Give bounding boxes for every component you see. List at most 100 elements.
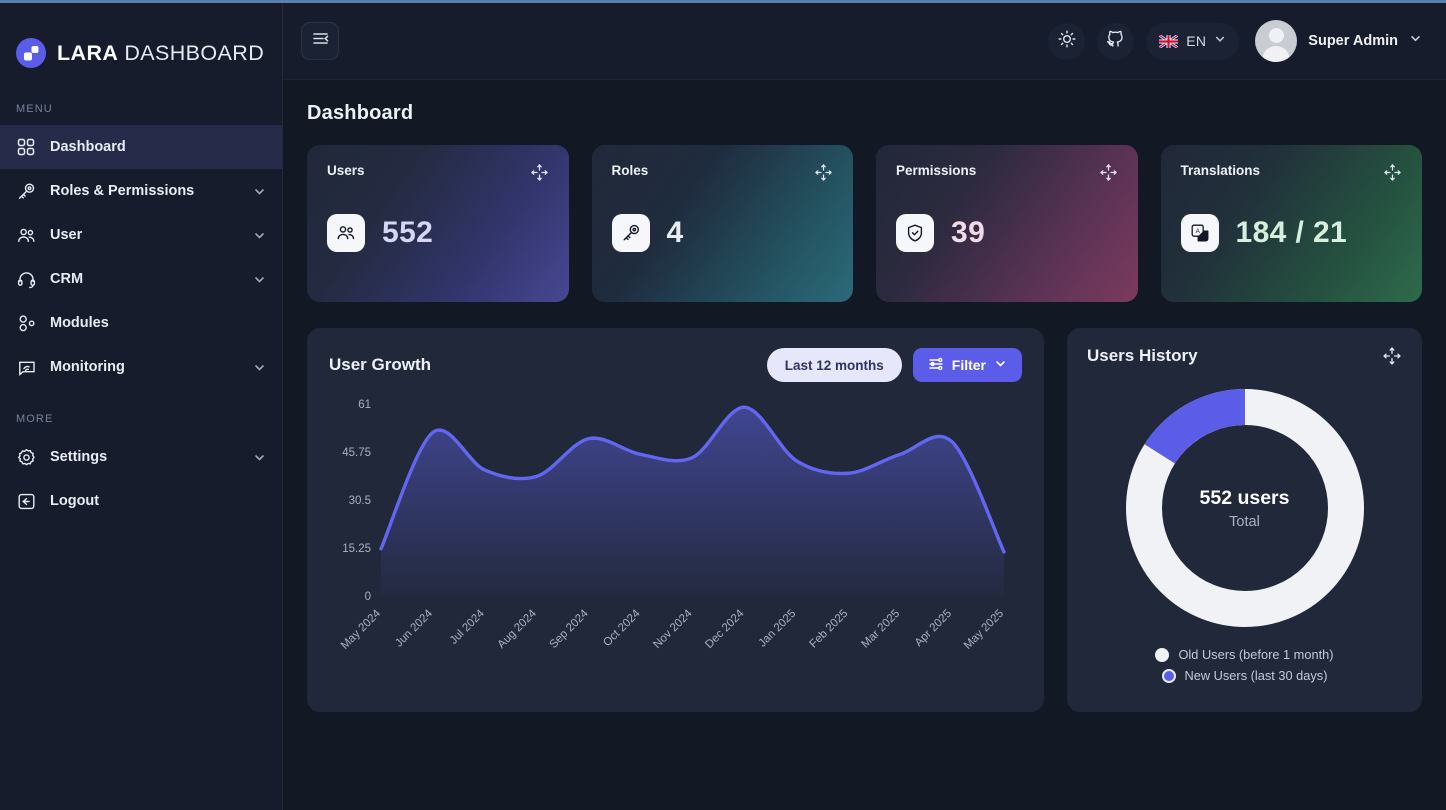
legend-color-swatch: [1155, 647, 1170, 662]
users-icon: [16, 225, 36, 245]
user-growth-plot: 0 15.25 30.5 45.75 61 May 2024 Jun 2024 Jul 20…: [329, 396, 1022, 696]
stat-value: 4: [666, 216, 684, 249]
stat-card-translations[interactable]: Translations A: [1160, 145, 1422, 302]
svg-text:Nov 2024: Nov 2024: [651, 607, 695, 651]
sidebar-item-logout[interactable]: Logout: [0, 479, 282, 523]
app-blocks-icon: [16, 38, 46, 68]
sidebar-item-crm[interactable]: CRM: [0, 257, 282, 301]
sidebar-item-label: Modules: [50, 315, 109, 331]
expand-arrows-icon[interactable]: [814, 163, 833, 187]
stat-cards-row: Users: [307, 145, 1422, 302]
chevron-down-icon[interactable]: [253, 451, 266, 464]
stat-title: Permissions: [896, 163, 977, 178]
language-code: EN: [1186, 33, 1207, 49]
stat-title: Translations: [1180, 163, 1261, 178]
headset-icon: [16, 269, 36, 289]
chevron-down-icon: [1214, 32, 1226, 50]
legend-label: Old Users (before 1 month): [1178, 647, 1334, 662]
logout-icon: [16, 491, 36, 511]
expand-arrows-icon[interactable]: [1099, 163, 1118, 187]
chart-title: Users History: [1087, 346, 1198, 365]
sidebar-item-roles-permissions[interactable]: Roles & Permissions: [0, 169, 282, 213]
svg-text:45.75: 45.75: [342, 447, 371, 459]
expand-arrows-icon[interactable]: [530, 163, 549, 187]
stat-title: Users: [327, 163, 365, 178]
menu-toggle-button[interactable]: [301, 22, 339, 60]
gear-icon: [16, 447, 36, 467]
avatar: [1255, 20, 1298, 62]
key-icon: [611, 214, 650, 252]
svg-text:Jun 2024: Jun 2024: [393, 607, 435, 649]
lower-row: User Growth Last 12 months Filter: [307, 328, 1422, 712]
donut-total-label: Total: [1229, 513, 1260, 530]
svg-text:Aug 2024: Aug 2024: [496, 607, 540, 651]
sidebar: LARA DASHBOARD MENU Dashboard Roles & Per…: [0, 0, 283, 810]
svg-text:Sep 2024: Sep 2024: [547, 607, 591, 651]
svg-text:Jan 2025: Jan 2025: [757, 608, 799, 650]
expand-arrows-icon[interactable]: [1382, 346, 1402, 371]
expand-arrows-icon[interactable]: [1383, 163, 1402, 187]
svg-text:Feb 2025: Feb 2025: [808, 608, 851, 651]
user-menu[interactable]: Super Admin: [1255, 20, 1422, 62]
donut-total-value: 552 users: [1199, 486, 1290, 509]
shield-check-icon: [896, 214, 934, 252]
svg-text:61: 61: [358, 399, 371, 411]
key-icon: [16, 181, 36, 201]
theme-toggle-button[interactable]: [1048, 22, 1086, 60]
chevron-down-icon: [994, 357, 1007, 373]
page-content: Dashboard Users: [283, 80, 1446, 810]
brand-logo[interactable]: LARA DASHBOARD: [0, 3, 282, 79]
sidebar-item-label: User: [50, 227, 83, 243]
chevron-down-icon[interactable]: [253, 229, 266, 242]
github-link-button[interactable]: [1097, 22, 1135, 60]
users-history-card: Users History: [1067, 328, 1422, 712]
chart-title: User Growth: [329, 355, 432, 374]
filter-button[interactable]: Filter: [912, 348, 1022, 382]
grid-icon: [16, 137, 36, 157]
chevron-down-icon[interactable]: [253, 361, 266, 374]
top-accent-strip: [0, 0, 1446, 3]
svg-text:A: A: [1195, 228, 1200, 235]
svg-text:Apr 2025: Apr 2025: [913, 608, 954, 649]
svg-text:30.5: 30.5: [349, 495, 371, 507]
top-header: EN Super Admin: [283, 3, 1446, 80]
legend-color-swatch: [1161, 668, 1176, 683]
chevron-down-icon: [1409, 32, 1422, 50]
user-name: Super Admin: [1308, 33, 1398, 49]
brand-name-light: DASHBOARD: [124, 40, 265, 65]
sidebar-item-label: Logout: [50, 493, 100, 509]
sidebar-item-label: Roles & Permissions: [50, 183, 195, 199]
stat-title: Roles: [611, 163, 649, 178]
area-chart: 0 15.25 30.5 45.75 61 May 2024 Jun 2024 Jul 20…: [339, 399, 1006, 652]
monitor-icon: [16, 357, 36, 377]
github-icon: [1106, 30, 1125, 53]
stat-value: 552: [382, 216, 434, 249]
page-title: Dashboard: [307, 102, 414, 124]
sidebar-item-label: CRM: [50, 271, 84, 287]
sidebar-item-dashboard[interactable]: Dashboard: [0, 125, 282, 169]
header-actions: EN Super Admin: [1048, 20, 1422, 62]
stat-card-permissions[interactable]: Permissions: [876, 145, 1138, 302]
sidebar-item-user[interactable]: User: [0, 213, 282, 257]
stat-card-roles[interactable]: Roles: [591, 145, 853, 302]
language-selector[interactable]: EN: [1146, 22, 1240, 60]
user-growth-card: User Growth Last 12 months Filter: [307, 328, 1044, 712]
range-pill[interactable]: Last 12 months: [766, 348, 902, 382]
users-group-icon: [327, 214, 365, 252]
sidebar-item-modules[interactable]: Modules: [0, 301, 282, 345]
sidebar-item-label: Monitoring: [50, 359, 125, 375]
svg-text:0: 0: [365, 591, 371, 603]
main-area: EN Super Admin Dashboard: [283, 0, 1446, 810]
legend-item-new-users: New Users (last 30 days): [1161, 668, 1327, 683]
svg-text:Jul 2024: Jul 2024: [448, 607, 488, 647]
sidebar-item-monitoring[interactable]: Monitoring: [0, 345, 282, 389]
chevron-down-icon[interactable]: [253, 185, 266, 198]
svg-text:Oct 2024: Oct 2024: [601, 607, 643, 649]
stat-value: 184 / 21: [1235, 216, 1348, 249]
sliders-icon: [928, 356, 944, 375]
sun-icon: [1058, 30, 1076, 53]
stat-card-users[interactable]: Users: [307, 145, 569, 302]
sidebar-item-settings[interactable]: Settings: [0, 435, 282, 479]
stat-value: 39: [951, 216, 986, 249]
chevron-down-icon[interactable]: [253, 273, 266, 286]
